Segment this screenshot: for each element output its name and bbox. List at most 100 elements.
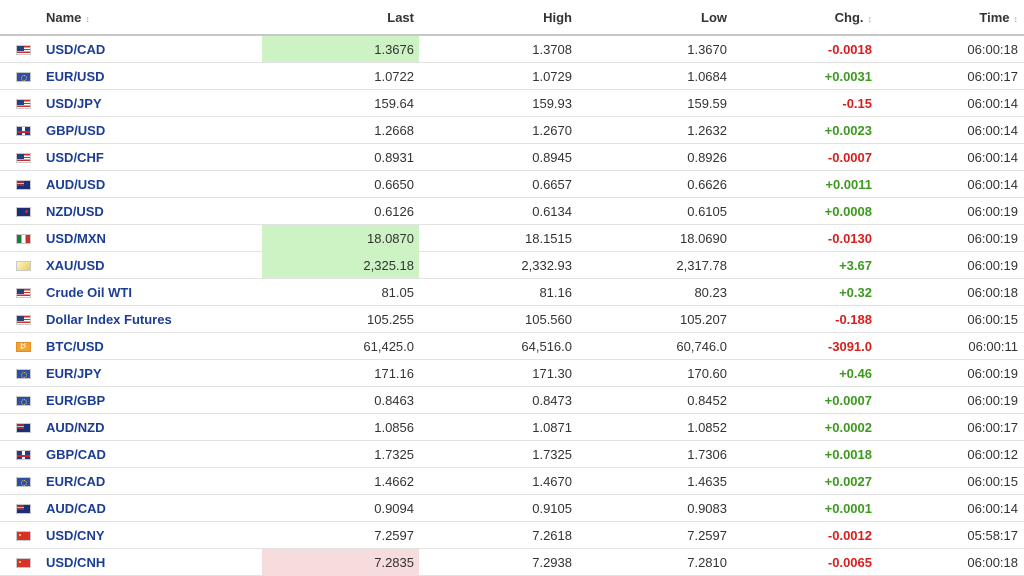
table-row: GBP/CAD 1.7325 1.7325 1.7306 +0.0018 06:00:12 [0, 440, 1024, 468]
change-cell: -0.0018 [727, 35, 872, 63]
name-cell: BTC/USD [46, 332, 262, 360]
name-cell: Dollar Index Futures [46, 305, 262, 333]
instrument-link[interactable]: USD/CNH [46, 554, 106, 570]
instrument-link[interactable]: GBP/USD [46, 122, 106, 138]
flag-cell [0, 62, 46, 90]
instrument-link[interactable]: USD/MXN [46, 230, 106, 246]
instrument-link[interactable]: EUR/USD [46, 68, 105, 84]
high-cell: 159.93 [419, 89, 572, 117]
instrument-link[interactable]: EUR/CAD [46, 473, 106, 489]
us-flag-icon [15, 99, 31, 110]
change-cell: +0.0023 [727, 116, 872, 144]
instrument-link[interactable]: AUD/USD [46, 176, 106, 192]
table-row: AUD/NZD 1.0856 1.0871 1.0852 +0.0002 06:00:17 [0, 413, 1024, 441]
sort-icon[interactable]: ↕ [85, 13, 90, 24]
sort-icon[interactable]: ↕ [867, 13, 873, 24]
instrument-link[interactable]: Crude Oil WTI [46, 284, 132, 300]
change-cell: +0.0001 [727, 494, 872, 522]
last-cell: 159.64 [262, 89, 419, 117]
name-cell: USD/JPY [46, 89, 262, 117]
low-cell: 159.59 [572, 89, 727, 117]
table-row: USD/CNH 7.2835 7.2938 7.2810 -0.0065 06:00:18 [0, 548, 1024, 576]
mx-flag-icon [15, 234, 31, 245]
change-cell: +0.0031 [727, 62, 872, 90]
instrument-link[interactable]: AUD/NZD [46, 419, 105, 435]
sort-icon[interactable]: ↕ [1013, 13, 1019, 24]
quotes-table-body: USD/CAD 1.3676 1.3708 1.3670 -0.0018 06:00:18… [0, 35, 1024, 576]
high-cell: 64,516.0 [419, 332, 572, 360]
table-row: EUR/GBP 0.8463 0.8473 0.8452 +0.0007 06:00:19 [0, 386, 1024, 414]
last-cell: 7.2835 [262, 548, 419, 576]
au-flag-icon [15, 180, 31, 191]
last-cell: 0.9094 [262, 494, 419, 522]
instrument-link[interactable]: EUR/JPY [46, 365, 102, 381]
table-row: AUD/CAD 0.9094 0.9105 0.9083 +0.0001 06:00:14 [0, 494, 1024, 522]
last-column-header: Last [262, 0, 419, 36]
high-cell: 0.8473 [419, 386, 572, 414]
change-cell: -0.0130 [727, 224, 872, 252]
low-cell: 80.23 [572, 278, 727, 306]
flag-cell [0, 170, 46, 198]
change-cell: +0.0027 [727, 467, 872, 495]
change-cell: -0.0065 [727, 548, 872, 576]
change-value: +0.0018 [824, 446, 872, 462]
high-cell: 0.6134 [419, 197, 572, 225]
us-flag-icon [15, 153, 31, 164]
last-cell: 105.255 [262, 305, 419, 333]
name-cell: USD/CAD [46, 35, 262, 63]
instrument-link[interactable]: Dollar Index Futures [46, 311, 172, 327]
name-cell: EUR/CAD [46, 467, 262, 495]
low-cell: 170.60 [572, 359, 727, 387]
last-cell: 0.8931 [262, 143, 419, 171]
time-cell: 06:00:19 [872, 386, 1024, 414]
last-cell: 0.6650 [262, 170, 419, 198]
table-row: EUR/CAD 1.4662 1.4670 1.4635 +0.0027 06:00:15 [0, 467, 1024, 495]
change-cell: -3091.0 [727, 332, 872, 360]
chg-column-header[interactable]: Chg. ↕ [727, 0, 873, 36]
instrument-link[interactable]: NZD/USD [46, 203, 104, 219]
change-value: +0.0023 [824, 122, 872, 138]
table-row: NZD/USD 0.6126 0.6134 0.6105 +0.0008 06:00:19 [0, 197, 1024, 225]
last-cell: 1.0722 [262, 62, 419, 90]
low-cell: 0.6105 [572, 197, 727, 225]
au-flag-icon [15, 504, 31, 515]
flag-cell [0, 305, 46, 333]
table-row: AUD/USD 0.6650 0.6657 0.6626 +0.0011 06:00:14 [0, 170, 1024, 198]
last-cell: 0.6126 [262, 197, 419, 225]
time-cell: 06:00:14 [872, 494, 1024, 522]
instrument-link[interactable]: AUD/CAD [46, 500, 106, 516]
instrument-link[interactable]: USD/CHF [46, 149, 104, 165]
high-cell: 2,332.93 [419, 251, 572, 279]
high-column-header: High [419, 0, 572, 36]
instrument-link[interactable]: EUR/GBP [46, 392, 106, 408]
name-cell: EUR/USD [46, 62, 262, 90]
high-cell: 105.560 [419, 305, 572, 333]
last-cell: 7.2597 [262, 521, 419, 549]
change-cell: -0.0007 [727, 143, 872, 171]
flag-cell [0, 251, 46, 279]
gb-flag-icon [15, 450, 31, 461]
time-column-header[interactable]: Time ↕ [872, 0, 1024, 36]
time-cell: 06:00:11 [872, 332, 1024, 360]
low-cell: 7.2810 [572, 548, 727, 576]
time-cell: 06:00:18 [872, 278, 1024, 306]
instrument-link[interactable]: USD/CNY [46, 527, 105, 543]
low-cell: 60,746.0 [572, 332, 727, 360]
cn-flag-icon [15, 531, 31, 542]
instrument-link[interactable]: USD/JPY [46, 95, 102, 111]
change-value: -0.0007 [827, 149, 872, 165]
last-cell: 1.4662 [262, 467, 419, 495]
name-column-header[interactable]: Name ↕ [46, 0, 262, 36]
instrument-link[interactable]: BTC/USD [46, 338, 104, 354]
flag-cell [0, 278, 46, 306]
eu-flag-icon [15, 396, 31, 407]
name-cell: USD/CNY [46, 521, 262, 549]
eu-flag-icon [15, 477, 31, 488]
change-cell: +3.67 [727, 251, 872, 279]
instrument-link[interactable]: XAU/USD [46, 257, 105, 273]
flag-cell [0, 224, 46, 252]
instrument-link[interactable]: GBP/CAD [46, 446, 106, 462]
high-cell: 7.2618 [419, 521, 572, 549]
instrument-link[interactable]: USD/CAD [46, 41, 106, 57]
last-cell: 171.16 [262, 359, 419, 387]
